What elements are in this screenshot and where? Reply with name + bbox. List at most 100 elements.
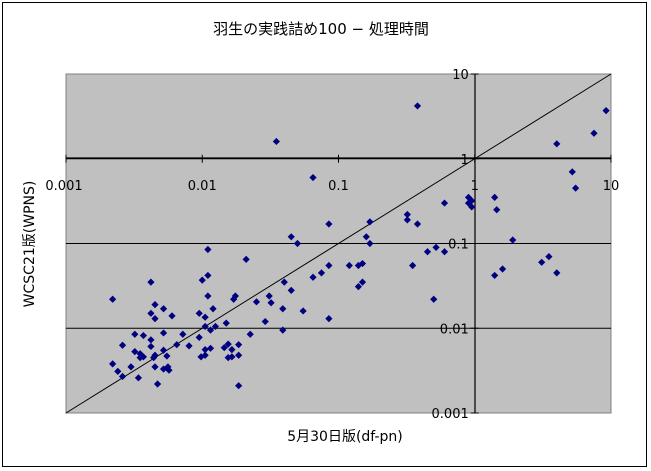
data-points [109,102,610,390]
data-point [440,248,449,256]
data-point [231,292,239,300]
data-point [211,322,220,331]
data-point [109,360,117,368]
data-point [423,248,432,256]
y-axis-label: WCSC21版(WPNS) [22,181,38,308]
data-point [147,336,155,344]
data-point [252,298,261,306]
x-tick-label: 0.01 [188,179,217,194]
data-point [545,253,553,261]
axis-tick-labels: 0.001 0.01 0.1 1 10 0.001 0.01 0.1 1 10 [45,68,619,422]
data-point [114,367,122,375]
y-tick-label: 0.001 [432,407,469,422]
data-point [150,354,158,362]
chart-title: 羽生の実践詰め100 − 処理時間 [213,20,429,38]
data-point [325,261,333,270]
x-tick-label: 1 [471,179,479,194]
data-point [179,330,187,338]
data-point [293,239,302,248]
data-point [134,374,143,382]
data-point [509,236,517,244]
data-point [366,218,374,226]
data-point [209,305,217,313]
data-point [413,102,422,110]
data-point [201,351,209,359]
data-point [287,286,295,294]
data-point [325,314,333,323]
data-point [228,353,236,361]
data-point [280,278,288,286]
data-point [432,243,440,251]
data-point [136,350,144,358]
data-point [568,168,576,176]
data-point [195,333,203,341]
data-point [287,233,295,241]
data-point [279,326,287,334]
data-point [159,346,168,354]
data-point [325,220,333,228]
data-point [440,199,449,207]
data-point [204,271,212,280]
data-point [118,341,127,349]
data-point [197,353,205,361]
data-point [354,283,363,291]
data-point [272,137,280,146]
data-point [159,305,168,313]
data-point [309,173,317,182]
data-point [201,313,209,321]
data-point [317,269,326,277]
data-point [222,319,230,327]
data-point [147,342,155,351]
data-point [164,363,172,371]
data-point [204,245,212,254]
data-point [267,299,275,307]
data-point [151,351,159,359]
x-tick-label: 10 [603,179,620,194]
data-point [590,129,598,137]
data-point [242,255,250,263]
data-point [403,210,411,219]
data-point [366,239,374,248]
data-point [403,216,411,224]
data-point [468,197,476,205]
data-point [198,276,206,284]
data-point [168,312,176,320]
data-point [185,342,193,350]
data-point [572,184,580,192]
data-point [354,261,363,270]
y-tick-label: 1 [460,153,468,168]
data-point [151,301,159,309]
data-point [224,340,232,348]
data-point [413,220,422,228]
data-point [131,348,139,356]
data-point [235,351,243,359]
data-point [279,305,287,313]
data-point [165,366,173,374]
data-point [151,363,159,371]
data-point [358,278,367,286]
axis-ticks [65,73,612,414]
y-tick-label: 0.1 [448,238,469,253]
data-point [173,341,181,349]
data-point [538,258,546,266]
data-point [464,193,473,201]
data-point [309,273,317,281]
data-point [235,382,243,390]
data-point [220,344,228,352]
data-point [147,278,155,286]
data-point [159,365,168,373]
data-point [163,352,171,360]
data-point [553,140,561,148]
data-point [195,309,203,317]
data-point [201,322,209,331]
data-point [491,271,499,280]
data-point [206,326,215,334]
data-point [109,295,117,303]
data-point [235,341,243,349]
data-point [362,233,370,241]
data-point [358,259,367,268]
data-point [430,295,438,303]
data-point [265,292,273,300]
data-point [127,363,135,371]
